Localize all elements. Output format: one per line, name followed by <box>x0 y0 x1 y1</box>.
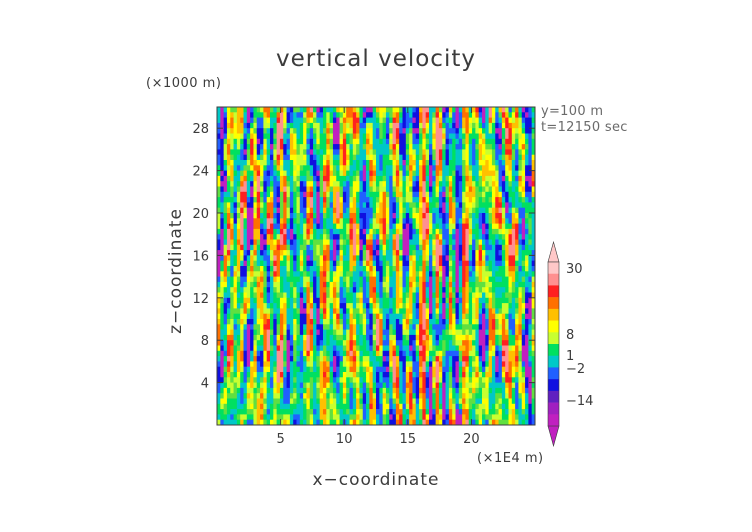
y-tick-label: 16 <box>192 249 209 264</box>
colorbar-segment <box>548 344 559 357</box>
colorbar-segment <box>548 390 559 403</box>
colorbar-tick-label: −14 <box>566 394 593 409</box>
colorbar-segment <box>548 320 559 333</box>
x-axis-unit-label: (×1E4 m) <box>477 451 544 466</box>
colorbar-segment <box>548 262 559 275</box>
colorbar-segment <box>548 367 559 380</box>
y-tick-label: 28 <box>192 122 209 137</box>
colorbar-segment <box>548 273 559 286</box>
y-axis-unit-label: (×1000 m) <box>146 76 222 91</box>
colorbar-extend-min <box>547 425 560 448</box>
annotation-time: t=12150 sec <box>541 120 628 135</box>
annotation-y-position: y=100 m <box>541 104 604 119</box>
x-axis-label: x−coordinate <box>312 470 440 490</box>
y-tick-label: 12 <box>192 292 209 307</box>
colorbar: 30 8 1−2 −14 <box>547 240 593 448</box>
chart-title: vertical velocity <box>276 46 476 72</box>
colorbar-tick-label: 1 <box>566 349 574 364</box>
x-tick-label: 15 <box>400 432 417 447</box>
y-tick-label: 8 <box>201 334 209 349</box>
x-tick-label: 10 <box>336 432 353 447</box>
colorbar-frame <box>547 261 560 427</box>
colorbar-segment <box>548 332 559 345</box>
colorbar-segment <box>548 355 559 368</box>
y-tick-label: 20 <box>192 207 209 222</box>
colorbar-tick-label: 8 <box>566 328 574 343</box>
y-tick-label: 24 <box>192 165 209 180</box>
colorbar-segment <box>548 414 559 427</box>
colorbar-segment <box>548 297 559 310</box>
x-tick-label: 5 <box>276 432 284 447</box>
colorbar-segment <box>548 379 559 392</box>
colorbar-extend-max <box>547 240 560 263</box>
x-tick-label: 20 <box>463 432 480 447</box>
y-tick-label: 4 <box>201 377 209 392</box>
colorbar-segment <box>548 402 559 415</box>
colorbar-tick-label: −2 <box>566 362 585 377</box>
velocity-field <box>217 107 536 426</box>
plot-frame <box>216 106 536 426</box>
colorbar-tick-label: 30 <box>566 262 583 277</box>
colorbar-segment <box>548 285 559 298</box>
colorbar-segment <box>548 308 559 321</box>
